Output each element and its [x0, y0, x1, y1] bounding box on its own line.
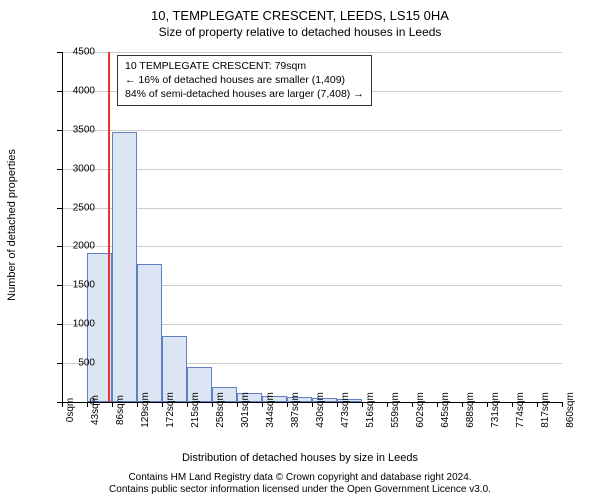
footer-line2: Contains public sector information licen… — [0, 484, 600, 496]
x-tick-label: 172sqm — [165, 392, 176, 428]
y-tick-label: 2500 — [73, 202, 95, 213]
y-tick-label: 3000 — [73, 163, 95, 174]
grid-line — [62, 130, 562, 131]
x-tick-label: 559sqm — [390, 392, 401, 428]
info-line3: 84% of semi-detached houses are larger (… — [125, 87, 364, 101]
grid-line — [62, 169, 562, 170]
y-tick-label: 4000 — [73, 85, 95, 96]
x-tick-label: 215sqm — [190, 392, 201, 428]
y-tick-label: 0 — [89, 397, 95, 408]
x-tick-label: 860sqm — [565, 392, 576, 428]
x-tick-label: 301sqm — [240, 392, 251, 428]
chart-container: 10, TEMPLEGATE CRESCENT, LEEDS, LS15 0HA… — [0, 0, 600, 500]
plot-area: 0sqm43sqm86sqm129sqm172sqm215sqm258sqm30… — [62, 52, 562, 402]
grid-line — [62, 208, 562, 209]
footer-attribution: Contains HM Land Registry data © Crown c… — [0, 472, 600, 496]
info-line1: 10 TEMPLEGATE CRESCENT: 79sqm — [125, 59, 364, 73]
x-tick-label: 473sqm — [340, 392, 351, 428]
info-line2: ← 16% of detached houses are smaller (1,… — [125, 73, 364, 87]
x-tick-label: 774sqm — [515, 392, 526, 428]
grid-line — [62, 246, 562, 247]
x-tick-label: 387sqm — [290, 392, 301, 428]
y-tick-label: 1500 — [73, 280, 95, 291]
x-tick-label: 645sqm — [440, 392, 451, 428]
x-tick-label: 602sqm — [415, 392, 426, 428]
x-tick-label: 731sqm — [490, 392, 501, 428]
grid-line — [62, 52, 562, 53]
histogram-bar — [112, 132, 137, 402]
footer-line1: Contains HM Land Registry data © Crown c… — [0, 472, 600, 484]
chart-title: 10, TEMPLEGATE CRESCENT, LEEDS, LS15 0HA — [0, 0, 600, 25]
y-axis-label: Number of detached properties — [6, 73, 18, 225]
x-tick-label: 129sqm — [140, 392, 151, 428]
x-axis-label: Distribution of detached houses by size … — [0, 452, 600, 464]
y-tick-label: 4500 — [73, 47, 95, 58]
info-box: 10 TEMPLEGATE CRESCENT: 79sqm← 16% of de… — [117, 55, 372, 106]
property-marker-line — [108, 52, 110, 402]
x-tick-label: 516sqm — [365, 392, 376, 428]
y-tick-label: 2000 — [73, 241, 95, 252]
y-tick-label: 500 — [78, 358, 95, 369]
x-tick-label: 817sqm — [540, 392, 551, 428]
y-tick-label: 3500 — [73, 124, 95, 135]
y-tick-label: 1000 — [73, 319, 95, 330]
x-tick-label: 86sqm — [115, 395, 126, 425]
x-tick-label: 430sqm — [315, 392, 326, 428]
x-tick-label: 258sqm — [215, 392, 226, 428]
x-tick-label: 688sqm — [465, 392, 476, 428]
histogram-bar — [137, 264, 162, 402]
chart-subtitle: Size of property relative to detached ho… — [0, 25, 600, 39]
x-tick-label: 344sqm — [265, 392, 276, 428]
